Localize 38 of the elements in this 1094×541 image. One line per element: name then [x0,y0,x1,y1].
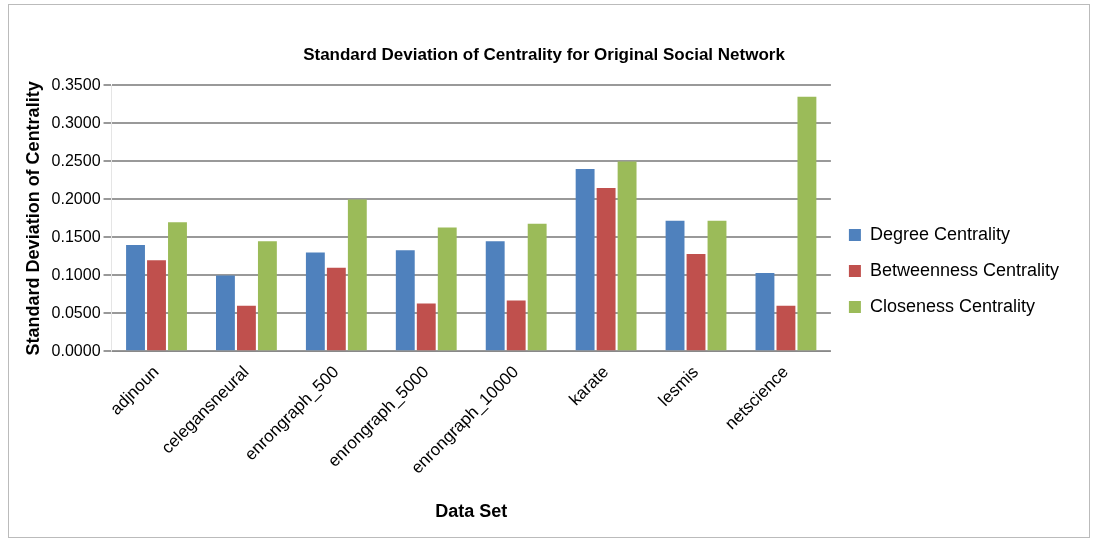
y-tick-label: 0.2500 [51,151,101,169]
bar [596,187,616,351]
bar [707,220,727,351]
bar [617,161,637,351]
bar [126,244,145,351]
bar [665,220,685,351]
bar [527,223,547,351]
x-axis-title: Data Set [435,501,508,522]
y-tick-label: 0.2000 [51,189,101,207]
bar [236,305,256,351]
legend-label: Degree Centrality [869,223,1010,244]
bar [395,250,415,351]
bar [216,275,235,351]
bar [686,254,706,351]
bar [776,305,796,351]
bar [147,260,166,351]
legend-label: Betweenness Centrality [869,259,1060,280]
bar [305,252,325,351]
bar [797,96,817,351]
chart-title: Standard Deviation of Centrality for Original Social Network [303,44,786,64]
y-tick-label: 0.0000 [51,341,101,359]
bar [485,241,505,351]
y-tick-label: 0.1500 [51,227,101,245]
bar [347,199,367,351]
y-tick-label: 0.3500 [51,75,101,93]
y-axis-title: Standard Deviation of Centrality [22,81,43,356]
bar [168,222,187,351]
bar [755,273,775,351]
bar [437,227,457,351]
bar [326,267,346,351]
y-tick-label: 0.0500 [51,303,101,321]
y-tick-label: 0.1000 [51,265,101,283]
bar [506,300,526,351]
y-tick-label: 0.3000 [51,113,101,131]
legend-label: Closeness Centrality [869,295,1035,316]
bar [575,168,595,351]
bar [416,303,436,351]
bar [257,241,277,351]
